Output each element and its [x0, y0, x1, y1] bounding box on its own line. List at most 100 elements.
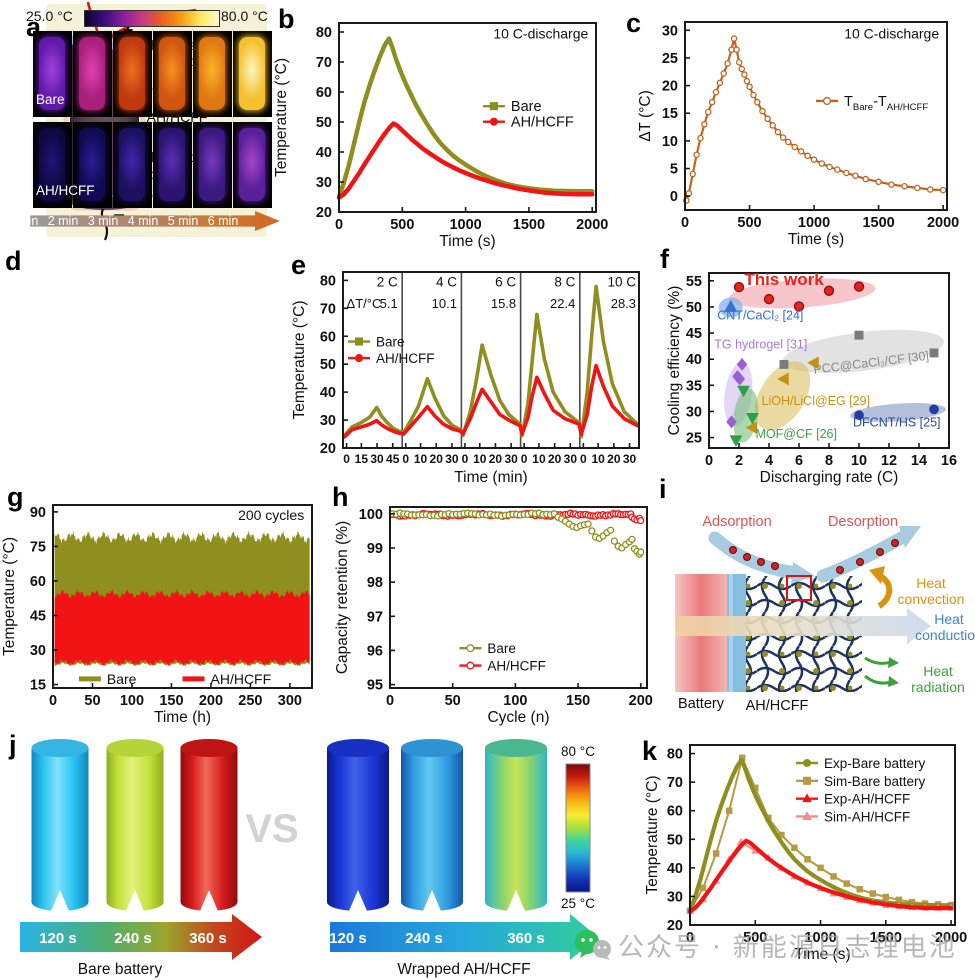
svg-text:0: 0	[343, 452, 350, 466]
svg-text:2000: 2000	[935, 930, 967, 946]
svg-text:200 cycles: 200 cycles	[238, 507, 304, 523]
svg-text:Desorption: Desorption	[828, 514, 898, 530]
svg-text:8: 8	[825, 453, 833, 469]
svg-text:1500: 1500	[870, 930, 902, 946]
svg-text:20: 20	[667, 918, 683, 934]
chart-cycling-temperature: 0 50 100 150 200 250 300 15 30 45 60 75 90 Time (h) Te…	[0, 478, 330, 735]
svg-text:240 s: 240 s	[114, 930, 152, 947]
time-arrow	[30, 211, 280, 231]
svg-text:AH/HCFF: AH/HCFF	[487, 659, 546, 674]
thermal-cell	[233, 31, 272, 117]
chart-delta-t-10c-discharge: 0 500 1000 1500 2000 0 5 10 15 20 25 30 Time (s) ΔT (…	[600, 0, 975, 248]
svg-text:80: 80	[320, 273, 336, 289]
thermal-cell	[153, 31, 192, 117]
svg-text:8 C: 8 C	[554, 275, 575, 290]
svg-text:20: 20	[662, 79, 678, 95]
svg-text:Battery: Battery	[678, 696, 725, 712]
svg-text:0: 0	[402, 452, 409, 466]
svg-text:30: 30	[370, 452, 384, 466]
svg-text:Heat: Heat	[923, 663, 953, 679]
time-label: 6 min	[207, 214, 239, 228]
svg-text:360 s: 360 s	[507, 930, 545, 947]
svg-text:300: 300	[278, 693, 302, 709]
svg-text:14: 14	[911, 453, 927, 469]
simulation-comparison-panel: VS 80 °C 25 °C 120 s 240 s 360 s 120 s 240 s 360…	[0, 730, 660, 980]
svg-text:Sim-Bare battery: Sim-Bare battery	[824, 774, 926, 789]
svg-text:150: 150	[566, 693, 590, 709]
chart-capacity-retention: 0 50 100 150 200 95 96 97 98 99 100 Cycle (n) Capaci…	[330, 478, 660, 735]
panel-label-e: e	[291, 250, 307, 280]
svg-text:500: 500	[743, 930, 767, 946]
svg-text:60: 60	[320, 329, 336, 345]
svg-text:0: 0	[681, 215, 689, 231]
svg-text:10: 10	[662, 134, 678, 150]
svg-text:15: 15	[30, 678, 46, 694]
svg-text:30: 30	[504, 452, 518, 466]
svg-text:2 C: 2 C	[377, 275, 398, 290]
svg-text:Wrapped AH/HCFF: Wrapped AH/HCFF	[397, 961, 530, 978]
svg-text:5: 5	[670, 162, 678, 178]
svg-text:0: 0	[705, 453, 713, 469]
svg-text:22.4: 22.4	[550, 296, 575, 311]
svg-text:1500: 1500	[513, 217, 545, 233]
row-label-bare: Bare	[36, 92, 65, 107]
svg-text:radiation: radiation	[911, 679, 965, 695]
svg-text:30: 30	[686, 404, 702, 420]
svg-text:100: 100	[503, 693, 527, 709]
svg-text:0: 0	[580, 452, 587, 466]
svg-text:2000: 2000	[927, 215, 959, 231]
svg-text:120 s: 120 s	[329, 930, 367, 947]
svg-text:Time (s): Time (s)	[794, 946, 850, 963]
svg-text:AH/HCFF: AH/HCFF	[511, 115, 574, 131]
svg-text:25: 25	[686, 431, 702, 447]
svg-text:500: 500	[390, 217, 414, 233]
svg-text:50: 50	[316, 115, 332, 131]
thermal-cell	[73, 122, 112, 208]
svg-text:+: +	[123, 20, 134, 40]
svg-text:16: 16	[941, 453, 957, 469]
svg-text:97: 97	[367, 609, 383, 625]
svg-text:Cooling efficiency (%): Cooling efficiency (%)	[666, 286, 683, 436]
svg-text:conduction: conduction	[915, 627, 975, 643]
svg-text:50: 50	[667, 832, 683, 848]
svg-text:20: 20	[548, 452, 562, 466]
svg-text:20: 20	[316, 205, 332, 221]
row-label-ahhcff: AH/HCFF	[36, 183, 95, 198]
svg-text:convection: convection	[898, 591, 965, 607]
svg-text:80 °C: 80 °C	[561, 744, 595, 759]
panel-label-g: g	[7, 482, 24, 512]
svg-text:95: 95	[367, 678, 383, 694]
svg-text:AH/HCFF: AH/HCFF	[746, 698, 809, 714]
svg-text:0: 0	[49, 693, 57, 709]
svg-text:TBare-TAH/HCFF: TBare-TAH/HCFF	[844, 94, 928, 113]
svg-text:30: 30	[30, 643, 46, 659]
svg-text:Exp-AH/HCFF: Exp-AH/HCFF	[824, 792, 910, 807]
thermal-cell	[153, 122, 192, 208]
svg-text:4: 4	[765, 453, 773, 469]
panel-label-k: k	[642, 736, 658, 766]
svg-text:TG hydrogel [31]: TG hydrogel [31]	[714, 338, 807, 352]
svg-text:Temperature (°C): Temperature (°C)	[1, 537, 18, 656]
svg-text:10: 10	[414, 452, 428, 466]
svg-text:CNT/CaCl₂ [24]: CNT/CaCl₂ [24]	[717, 308, 803, 322]
svg-text:Adsorption: Adsorption	[702, 514, 771, 530]
thermal-cell	[233, 122, 272, 208]
svg-text:50: 50	[320, 357, 336, 373]
svg-text:30: 30	[564, 452, 578, 466]
svg-text:200: 200	[629, 693, 653, 709]
svg-text:Cycle (n): Cycle (n)	[487, 709, 549, 726]
svg-text:15: 15	[662, 106, 678, 122]
svg-text:0: 0	[462, 452, 469, 466]
svg-text:2000: 2000	[576, 217, 608, 233]
svg-text:30: 30	[445, 452, 459, 466]
svg-text:0: 0	[670, 189, 678, 205]
thermal-images-panel: 25.0 °C 80.0 °C Bare AH/HCFF 1 min 2 min 3…	[0, 0, 292, 233]
svg-text:70: 70	[667, 775, 683, 791]
svg-text:This work: This work	[744, 270, 824, 289]
svg-text:1000: 1000	[798, 215, 830, 231]
svg-text:10: 10	[851, 453, 867, 469]
thermal-cell	[193, 122, 232, 208]
svg-text:30: 30	[316, 175, 332, 191]
svg-text:25: 25	[662, 51, 678, 67]
